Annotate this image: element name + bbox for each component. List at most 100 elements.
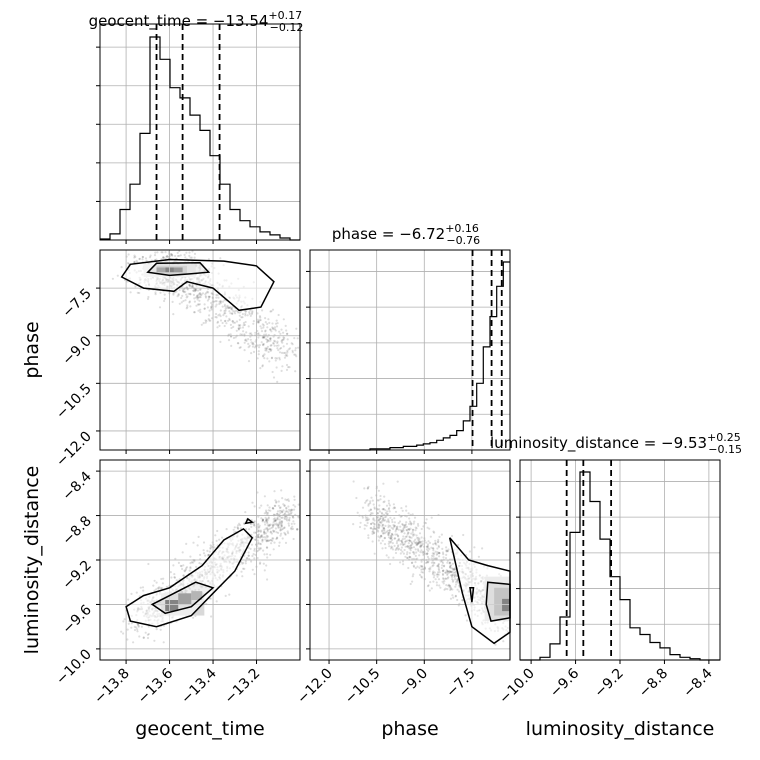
sample-point: [494, 643, 497, 646]
sample-point: [295, 355, 298, 358]
sample-point: [265, 534, 268, 537]
sample-point: [275, 325, 279, 328]
sample-point: [437, 540, 440, 543]
sample-point: [384, 546, 387, 550]
sample-point: [261, 520, 264, 523]
sample-point: [197, 293, 201, 296]
sample-point: [453, 574, 456, 577]
sample-point: [407, 531, 410, 534]
sample-point: [222, 314, 225, 317]
sample-point: [269, 509, 272, 512]
sample-point: [277, 500, 280, 503]
sample-point: [181, 294, 184, 297]
sample-point: [427, 567, 431, 570]
sample-point: [405, 521, 408, 524]
contour-geocent_time-luminosity_distance: [125, 527, 254, 628]
sample-point: [291, 349, 294, 352]
sample-point: [191, 283, 194, 287]
sample-point: [172, 564, 175, 567]
sample-point: [427, 549, 430, 553]
sample-point: [194, 288, 197, 292]
sample-point: [273, 490, 276, 493]
sample-point: [388, 531, 391, 534]
sample-point: [369, 502, 372, 505]
sample-point: [365, 524, 368, 527]
sample-point: [285, 342, 289, 345]
sample-point: [182, 574, 185, 577]
sample-point: [431, 547, 435, 550]
sample-point: [206, 549, 209, 553]
sample-point: [224, 319, 227, 322]
sample-point: [170, 253, 173, 257]
sample-point: [287, 532, 290, 535]
sample-point: [215, 300, 218, 303]
sample-point: [256, 491, 259, 494]
sample-point: [162, 256, 165, 259]
sample-point: [387, 518, 390, 521]
sample-point: [258, 315, 262, 318]
sample-point: [275, 531, 278, 534]
sample-point: [418, 573, 422, 577]
sample-point: [147, 295, 150, 299]
sample-point: [183, 569, 186, 572]
sample-point: [160, 251, 163, 254]
sample-point: [230, 326, 233, 330]
sample-point: [408, 547, 411, 550]
sample-point: [452, 571, 455, 574]
sample-point: [445, 549, 448, 552]
sample-point: [189, 292, 192, 295]
sample-point: [265, 509, 268, 512]
sample-point: [277, 526, 280, 529]
sample-point: [253, 524, 256, 527]
sample-point: [420, 571, 423, 574]
sample-point: [264, 523, 267, 526]
sample-point: [193, 560, 196, 563]
sample-point: [228, 593, 231, 596]
sample-point: [274, 519, 277, 522]
sample-point: [265, 518, 268, 521]
sample-point: [239, 326, 242, 329]
sample-point: [453, 567, 456, 570]
sample-point: [451, 594, 454, 597]
sample-point: [250, 525, 253, 529]
sample-point: [410, 546, 414, 549]
sample-point: [244, 314, 247, 317]
sample-point: [282, 503, 285, 506]
sample-point: [394, 551, 398, 555]
sample-point: [196, 295, 199, 298]
sample-point: [186, 306, 189, 309]
sample-point: [266, 335, 269, 338]
sample-point: [208, 550, 211, 553]
sample-point: [245, 309, 248, 312]
sample-point: [404, 535, 407, 538]
sample-point: [389, 562, 392, 566]
sample-point: [188, 285, 192, 288]
sample-point: [411, 561, 414, 564]
sample-point: [390, 535, 393, 538]
sample-point: [238, 346, 241, 349]
sample-point: [377, 519, 380, 522]
sample-point: [261, 355, 265, 358]
title-phase: phase = −6.72+0.16 −0.76: [332, 222, 480, 247]
sample-point: [193, 300, 196, 303]
sample-point: [452, 596, 455, 599]
sample-point: [388, 507, 391, 510]
sample-point: [148, 256, 152, 259]
sample-point: [269, 337, 272, 340]
sample-point: [426, 555, 429, 559]
sample-point: [366, 487, 369, 490]
sample-point: [159, 586, 162, 589]
sample-point: [410, 544, 413, 547]
sample-point: [371, 540, 374, 543]
y-axis-label-phase: phase: [21, 321, 43, 378]
sample-point: [185, 251, 188, 254]
sample-point: [290, 342, 293, 345]
sample-point: [264, 321, 267, 324]
sample-point: [411, 541, 414, 544]
sample-point: [284, 498, 287, 501]
sample-point: [387, 542, 390, 545]
sample-point: [411, 542, 414, 546]
sample-point: [208, 319, 211, 322]
sample-point: [391, 532, 394, 535]
sample-point: [412, 557, 416, 561]
